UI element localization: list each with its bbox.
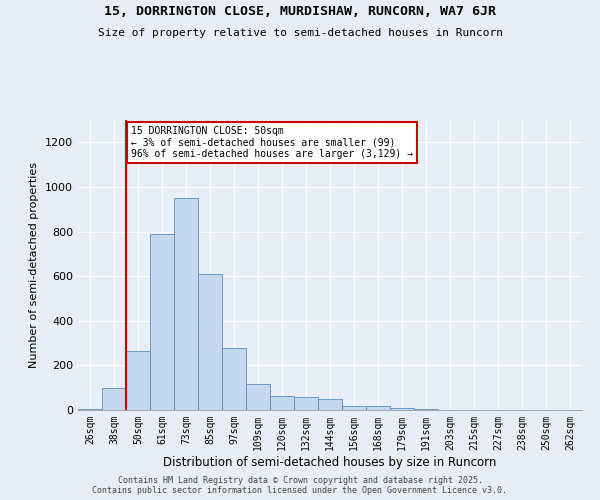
Bar xyxy=(150,234,174,410)
Bar xyxy=(198,274,222,410)
Bar xyxy=(222,348,246,410)
Bar xyxy=(126,351,150,410)
Bar xyxy=(294,396,318,410)
Y-axis label: Number of semi-detached properties: Number of semi-detached properties xyxy=(29,162,40,368)
Bar xyxy=(390,408,414,410)
Bar xyxy=(78,409,102,410)
Text: Contains HM Land Registry data © Crown copyright and database right 2025.
Contai: Contains HM Land Registry data © Crown c… xyxy=(92,476,508,495)
Bar xyxy=(366,406,390,410)
Text: 15, DORRINGTON CLOSE, MURDISHAW, RUNCORN, WA7 6JR: 15, DORRINGTON CLOSE, MURDISHAW, RUNCORN… xyxy=(104,5,496,18)
Bar xyxy=(414,409,438,410)
X-axis label: Distribution of semi-detached houses by size in Runcorn: Distribution of semi-detached houses by … xyxy=(163,456,497,468)
Bar xyxy=(246,384,270,410)
Bar xyxy=(270,396,294,410)
Bar xyxy=(342,406,366,410)
Text: 15 DORRINGTON CLOSE: 50sqm
← 3% of semi-detached houses are smaller (99)
96% of : 15 DORRINGTON CLOSE: 50sqm ← 3% of semi-… xyxy=(131,126,413,159)
Bar xyxy=(102,388,126,410)
Bar xyxy=(318,399,342,410)
Text: Size of property relative to semi-detached houses in Runcorn: Size of property relative to semi-detach… xyxy=(97,28,503,38)
Bar xyxy=(174,198,198,410)
